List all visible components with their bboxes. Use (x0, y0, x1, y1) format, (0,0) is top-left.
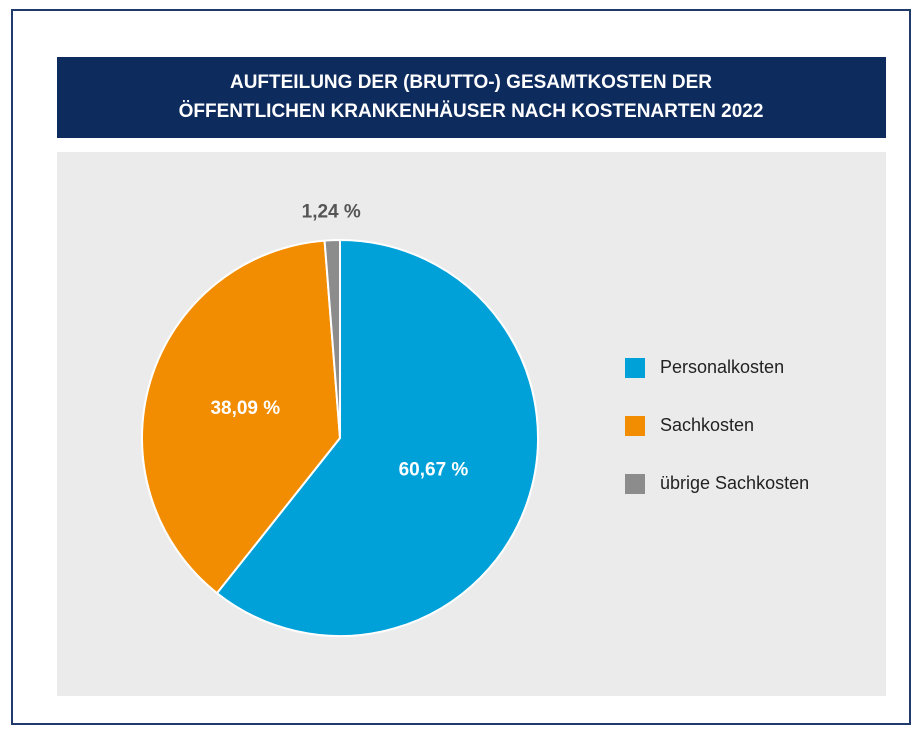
pie-slice (323, 238, 341, 439)
legend-swatch (625, 416, 645, 436)
chart-title: AUFTEILUNG DER (BRUTTO-) GESAMTKOSTEN DE… (230, 72, 712, 93)
legend-label: Personalkosten (660, 357, 784, 377)
chart-title: ÖFFENTLICHEN KRANKENHÄUSER NACH KOSTENAR… (179, 101, 764, 122)
legend-label: Sachkosten (660, 415, 754, 435)
data-label: 38,09 % (210, 398, 280, 419)
data-label: 60,67 % (399, 460, 469, 481)
legend-label: übrige Sachkosten (660, 473, 809, 493)
pie-slice (141, 239, 342, 595)
legend-swatch (625, 474, 645, 494)
legend-swatch (625, 358, 645, 378)
data-label: 1,24 % (302, 201, 361, 222)
title-banner (57, 57, 886, 138)
pie-slice (215, 238, 539, 637)
